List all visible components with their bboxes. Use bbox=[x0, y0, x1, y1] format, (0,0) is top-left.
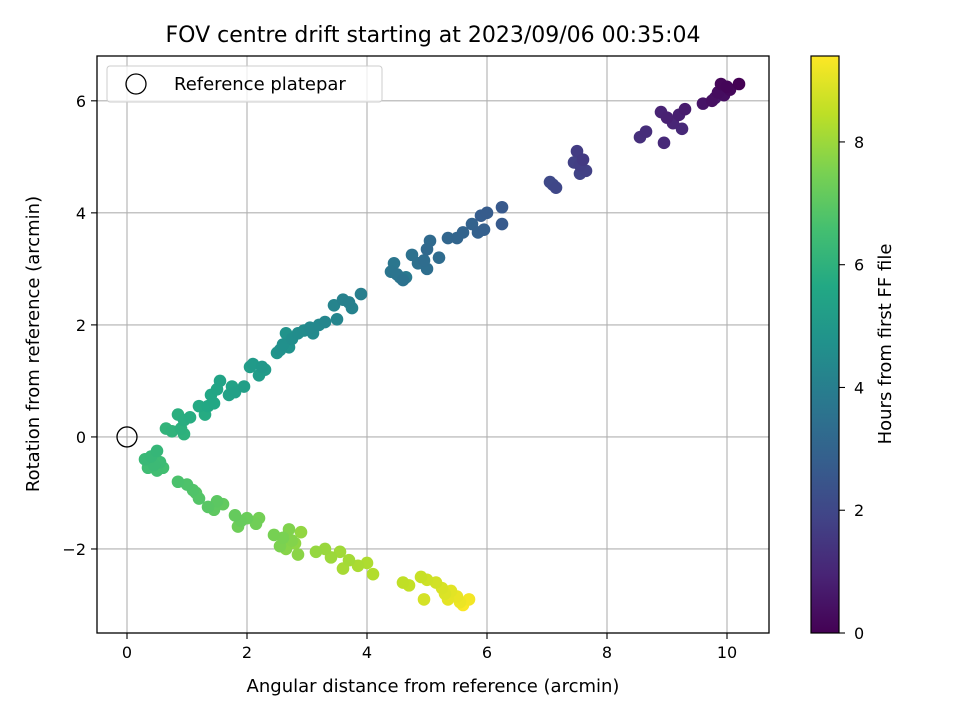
colorbar: 0 2 4 6 8 Hours from first FF file bbox=[810, 55, 896, 643]
data-point bbox=[432, 251, 446, 264]
colorbar-ticks: 0 2 4 6 8 bbox=[839, 133, 864, 643]
x-tick-label: 10 bbox=[717, 643, 737, 662]
data-point bbox=[342, 553, 356, 567]
legend-box bbox=[106, 65, 383, 103]
x-axis-ticks: 0 2 4 6 8 10 bbox=[122, 633, 737, 662]
plot-frame bbox=[96, 55, 770, 634]
data-point bbox=[660, 111, 674, 124]
data-point bbox=[255, 360, 269, 374]
data-point bbox=[330, 312, 344, 326]
data-point bbox=[420, 242, 434, 256]
data-point bbox=[294, 525, 308, 539]
data-point bbox=[366, 567, 380, 581]
data-point bbox=[210, 495, 224, 508]
data-point bbox=[414, 570, 428, 584]
data-point bbox=[342, 296, 356, 309]
data-point bbox=[192, 399, 206, 413]
data-point bbox=[441, 231, 455, 245]
x-tick-label: 6 bbox=[482, 643, 492, 662]
data-point bbox=[456, 226, 470, 239]
data-point bbox=[720, 80, 734, 94]
data-point bbox=[183, 411, 197, 424]
data-point bbox=[267, 528, 281, 542]
data-point bbox=[276, 338, 290, 351]
reference-platepar-marker bbox=[116, 426, 138, 448]
colorbar-tick-label: 6 bbox=[854, 256, 864, 275]
chart-title: FOV centre drift starting at 2023/09/06 … bbox=[166, 23, 701, 48]
y-tick-label: 0 bbox=[76, 428, 86, 447]
data-point bbox=[354, 287, 368, 301]
grid-lines bbox=[97, 56, 769, 633]
data-point bbox=[150, 444, 164, 458]
y-axis-ticks: −2 0 2 4 6 bbox=[62, 92, 97, 559]
x-axis-label: Angular distance from reference (arcmin) bbox=[247, 676, 620, 697]
data-point bbox=[549, 181, 563, 194]
x-tick-label: 4 bbox=[362, 643, 372, 662]
data-point bbox=[351, 559, 365, 573]
colorbar-label: Hours from first FF file bbox=[875, 244, 896, 445]
data-point bbox=[249, 517, 263, 531]
x-tick-label: 2 bbox=[242, 643, 252, 662]
colorbar-tick-label: 2 bbox=[854, 501, 864, 520]
legend-marker-open-circle bbox=[125, 73, 147, 95]
data-point bbox=[678, 102, 692, 116]
y-tick-label: 6 bbox=[76, 92, 86, 111]
data-point bbox=[495, 200, 509, 214]
data-point bbox=[237, 380, 251, 393]
data-point bbox=[417, 254, 431, 267]
data-point bbox=[495, 217, 509, 231]
colorbar-tick-label: 4 bbox=[854, 378, 864, 397]
x-tick-label: 0 bbox=[122, 643, 132, 662]
colorbar-tick-label: 0 bbox=[854, 624, 864, 643]
data-point bbox=[396, 273, 410, 287]
data-point bbox=[213, 374, 227, 388]
data-point bbox=[576, 153, 590, 166]
data-point bbox=[291, 548, 305, 561]
data-point bbox=[639, 125, 653, 138]
data-point bbox=[333, 545, 347, 559]
y-tick-label: 2 bbox=[76, 316, 86, 335]
data-point bbox=[732, 77, 746, 91]
data-point bbox=[657, 136, 671, 150]
data-point bbox=[201, 500, 215, 514]
data-point bbox=[228, 509, 242, 522]
colorbar-tick-label: 8 bbox=[854, 133, 864, 152]
y-axis-label: Rotation from reference (arcmin) bbox=[23, 196, 44, 492]
data-point bbox=[675, 122, 689, 136]
data-point bbox=[171, 475, 185, 489]
data-point bbox=[228, 385, 242, 399]
data-point bbox=[477, 223, 491, 236]
legend: Reference platepar bbox=[106, 65, 383, 103]
data-point bbox=[417, 593, 431, 606]
y-tick-label: −2 bbox=[62, 540, 86, 559]
y-tick-label: 4 bbox=[76, 204, 86, 223]
data-point bbox=[480, 206, 494, 220]
data-point bbox=[318, 315, 332, 329]
data-point bbox=[309, 545, 323, 559]
x-tick-label: 8 bbox=[602, 643, 612, 662]
colorbar-gradient bbox=[810, 55, 840, 634]
data-point bbox=[327, 298, 341, 312]
legend-label: Reference platepar bbox=[174, 74, 346, 95]
data-point bbox=[396, 576, 410, 589]
scatter-points bbox=[116, 77, 746, 612]
